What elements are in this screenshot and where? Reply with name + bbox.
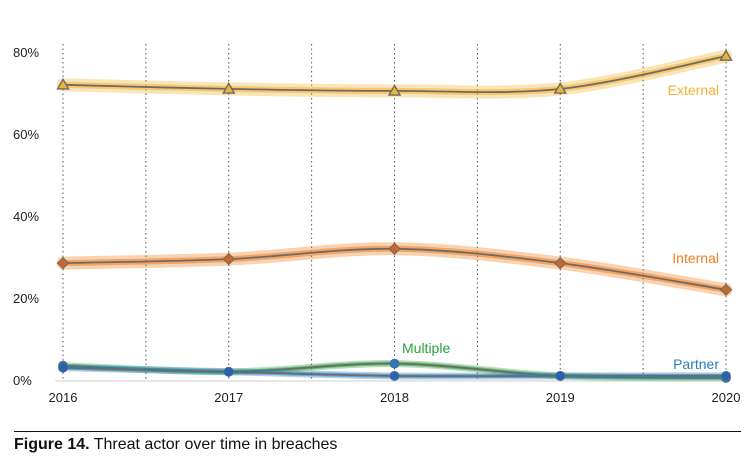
external-point [387,84,402,96]
y-tick-label: 80% [13,45,39,60]
line-chart: 0% 20% 40% 60% 80% 2016 2017 2018 2019 2020 Exte… [13,44,741,405]
series-group: External Internal Multiple Partner [56,49,733,383]
y-tick-label: 40% [13,209,39,224]
partner-point [58,362,68,373]
x-tick-label: 2016 [49,390,78,405]
figure-caption: Figure 14. Threat actor over time in bre… [14,431,741,454]
caption-label: Figure 14. [14,436,90,453]
x-tick-label: 2020 [712,390,741,405]
x-tick-label: 2018 [380,390,409,405]
x-axis-ticks: 2016 2017 2018 2019 2020 [49,390,741,405]
external-label: External [668,82,719,98]
internal-point [719,283,733,297]
external-point [553,81,567,94]
internal-point [56,256,70,270]
internal-point [554,256,567,270]
partner-label: Partner [673,356,719,372]
external-point [222,81,236,94]
internal-label: Internal [672,250,719,266]
y-tick-label: 60% [13,127,39,142]
internal-point [222,252,235,266]
partner-point [389,370,400,381]
partner-point [721,370,731,381]
external-point [719,49,733,61]
y-axis-ticks: 0% 20% 40% 60% 80% [13,45,39,388]
partner-point [555,370,566,381]
x-tick-label: 2017 [214,390,243,405]
caption-text: Threat actor over time in breaches [89,436,338,453]
y-tick-label: 20% [13,291,39,306]
internal-point [388,242,401,256]
multiple-label: Multiple [402,340,450,356]
x-tick-label: 2019 [546,390,575,405]
external-point [56,77,70,90]
partner-point [223,366,234,377]
multiple-point [389,358,400,369]
grid-lines [55,44,730,382]
y-tick-label: 0% [13,373,32,388]
